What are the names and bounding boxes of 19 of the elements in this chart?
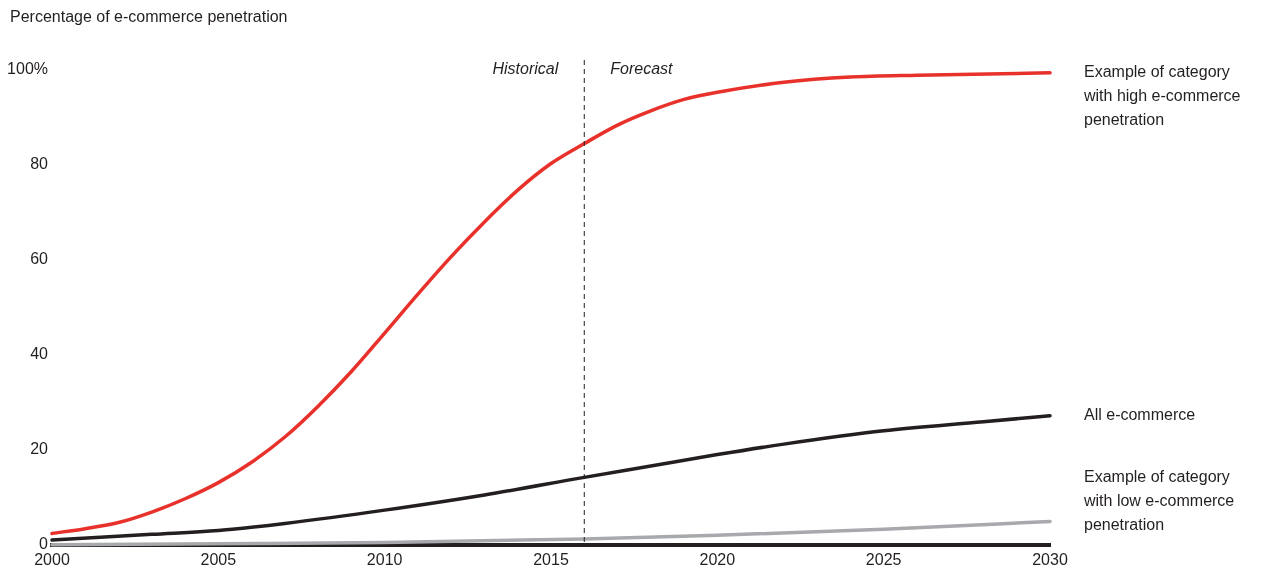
annotation: Forecast bbox=[610, 60, 674, 78]
x-tick-label: 2030 bbox=[1032, 550, 1068, 568]
y-tick-label: 80 bbox=[30, 155, 49, 173]
x-tick-label: 2000 bbox=[34, 550, 70, 568]
text: All e-commerce bbox=[1084, 406, 1196, 424]
x-tick-label: 2005 bbox=[200, 550, 237, 568]
text: Example of category with high e-commerce penetration bbox=[1083, 63, 1241, 129]
x-tick-label: 2025 bbox=[865, 550, 902, 568]
y-axis-title: Percentage of e-commerce penetration bbox=[10, 8, 288, 26]
y-tick-label: 0 bbox=[39, 535, 49, 553]
x-tick-label: 2010 bbox=[366, 550, 403, 568]
annotation: Historical bbox=[492, 60, 559, 78]
y-tick-label: 100% bbox=[7, 60, 48, 78]
y-tick-label: 60 bbox=[30, 250, 49, 268]
y-tick-label: 20 bbox=[30, 440, 49, 458]
x-tick-label: 2015 bbox=[533, 550, 569, 568]
y-tick-label: 40 bbox=[30, 345, 49, 363]
text: Example of category with low e-commerce penetration bbox=[1083, 468, 1235, 534]
x-tick-label: 2020 bbox=[699, 550, 736, 568]
